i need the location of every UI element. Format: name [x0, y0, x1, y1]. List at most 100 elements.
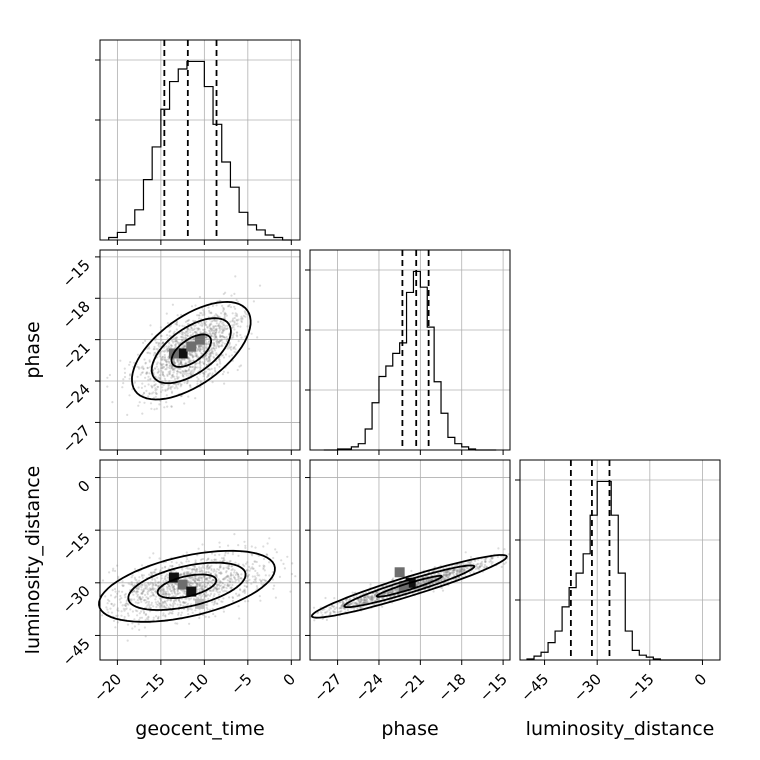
sample-point — [216, 584, 219, 587]
sample-point — [215, 558, 218, 561]
sample-point — [104, 595, 107, 598]
sample-point — [357, 599, 360, 603]
sample-point — [217, 598, 220, 601]
sample-point — [489, 560, 493, 563]
sample-point — [231, 319, 234, 322]
sample-point — [141, 592, 144, 595]
sample-point — [172, 600, 176, 604]
sample-point — [199, 330, 202, 333]
sample-point — [170, 590, 173, 593]
sample-point — [164, 592, 168, 596]
sample-point — [427, 579, 430, 583]
sample-point — [456, 577, 460, 580]
sample-point — [447, 574, 450, 577]
sample-point — [159, 603, 162, 606]
sample-point — [382, 597, 385, 600]
sample-point — [205, 363, 209, 366]
sample-point — [154, 395, 157, 398]
sample-point — [373, 594, 376, 597]
sample-point — [169, 363, 172, 366]
sample-point — [363, 598, 366, 602]
sample-point — [233, 320, 236, 323]
sample-point — [182, 601, 185, 604]
sample-point — [158, 604, 161, 608]
sample-point — [214, 587, 218, 590]
sample-point — [210, 334, 213, 337]
sample-point — [113, 603, 116, 606]
sample-point — [140, 591, 143, 595]
sample-point — [278, 575, 281, 579]
sample-point — [235, 578, 238, 582]
sample-point — [177, 363, 180, 366]
sample-point — [222, 310, 225, 313]
sample-point — [186, 609, 189, 612]
sample-point — [196, 578, 199, 582]
sample-point — [222, 585, 225, 588]
sample-point — [170, 612, 173, 615]
sample-point — [189, 384, 192, 387]
sample-point — [210, 347, 213, 350]
sample-point — [124, 596, 127, 599]
sample-point — [168, 603, 172, 606]
sample-point — [416, 581, 419, 584]
sample-point — [180, 336, 183, 339]
sample-point — [110, 611, 114, 614]
sample-point — [339, 606, 342, 610]
sample-point — [207, 343, 210, 346]
sample-point — [233, 316, 236, 320]
sample-point — [490, 556, 493, 559]
sample-point — [391, 590, 394, 593]
sample-point — [204, 585, 207, 588]
sample-point — [203, 372, 206, 375]
sample-point — [227, 567, 230, 570]
sample-point — [468, 561, 471, 564]
sample-point — [182, 601, 186, 604]
sample-point — [357, 598, 360, 601]
sample-point — [226, 338, 229, 341]
sample-point — [166, 347, 170, 350]
sample-point — [215, 574, 218, 577]
sample-point — [185, 604, 188, 607]
sample-point — [171, 375, 174, 378]
sample-point — [199, 348, 202, 351]
sample-point — [182, 592, 186, 595]
sample-point — [141, 596, 144, 599]
sample-point — [217, 588, 220, 591]
sample-point — [247, 573, 251, 576]
sample-point — [159, 589, 162, 592]
sample-point — [437, 580, 440, 583]
sample-point — [111, 401, 114, 404]
sample-point — [215, 588, 219, 591]
sample-point — [211, 350, 214, 353]
sample-point — [214, 325, 217, 328]
sample-point — [191, 582, 194, 586]
sample-point — [213, 569, 216, 572]
sample-point — [160, 335, 163, 338]
sample-point — [175, 561, 178, 564]
sample-point — [180, 395, 183, 398]
sample-point — [207, 597, 210, 601]
sample-point — [168, 342, 171, 345]
sample-point — [170, 405, 173, 408]
sample-point — [198, 360, 202, 363]
sample-point — [451, 571, 454, 574]
sample-point — [455, 570, 458, 573]
panel-2d-luminosity-distance-vs-geocent-time: −20 −15 −10 −5 0−45−30−150 — [59, 459, 301, 705]
sample-point — [188, 577, 191, 580]
sample-point — [166, 373, 169, 376]
sample-point — [179, 360, 182, 363]
sample-point — [240, 577, 243, 580]
sample-point — [203, 322, 207, 325]
sample-point — [237, 563, 240, 566]
sample-point — [365, 601, 368, 604]
sample-point — [146, 366, 149, 369]
sample-point — [154, 383, 157, 386]
sample-point — [212, 594, 215, 598]
sample-point — [152, 584, 155, 587]
sample-point — [439, 567, 442, 571]
sample-point — [266, 542, 269, 545]
sample-point — [101, 614, 104, 617]
sample-point — [241, 318, 244, 321]
sample-point — [180, 362, 183, 365]
sample-point — [193, 580, 196, 584]
